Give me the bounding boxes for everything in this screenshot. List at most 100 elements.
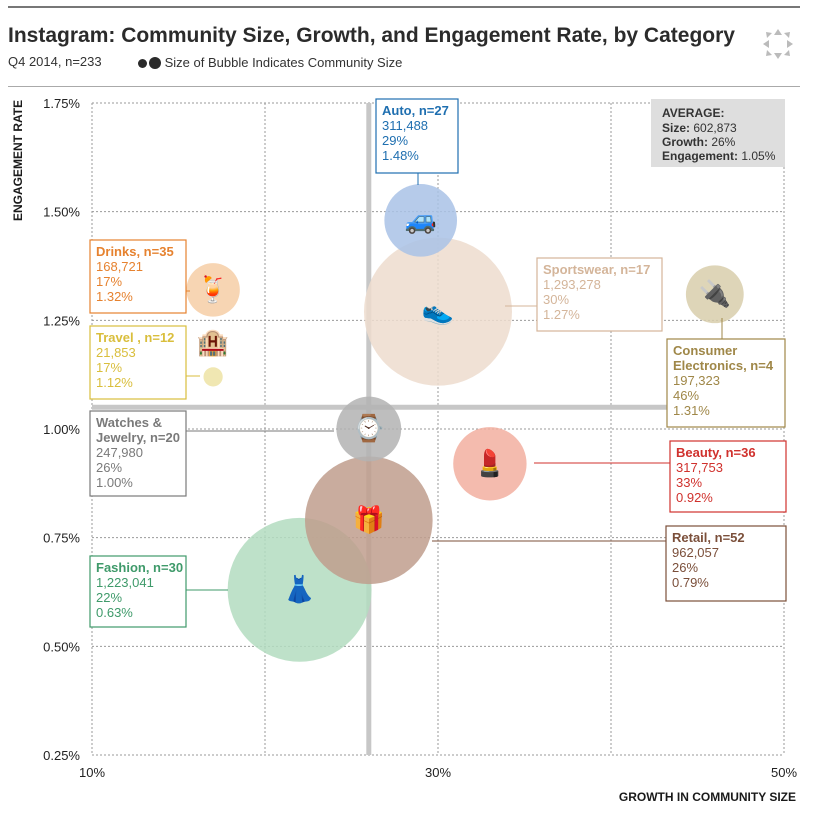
x-tick-label: 30% [425, 765, 451, 780]
label-name: Beauty, n=36 [676, 445, 756, 460]
bubble-lipstick [453, 427, 527, 501]
label-growth: 17% [96, 360, 122, 375]
x-tick-label: 50% [771, 765, 797, 780]
label-name: Electronics, n=4 [673, 358, 774, 373]
label-growth: 17% [96, 274, 122, 289]
label-engagement: 1.12% [96, 375, 133, 390]
label-engagement: 1.00% [96, 475, 133, 490]
label-name: Retail, n=52 [672, 530, 745, 545]
hotel-icon: 🏨 [197, 328, 229, 358]
label-box-frame [669, 440, 787, 513]
average-box-bg [651, 99, 785, 167]
bubble-sneaker [364, 237, 512, 386]
y-tick-label: 1.75% [43, 96, 80, 111]
watch-icon: ⌚ [353, 413, 385, 444]
average-key: Growth: [662, 135, 711, 149]
bubble-watch [336, 396, 402, 462]
label-growth: 29% [382, 133, 408, 148]
bubbles-layer: 🚙 👟 🍹 🏨 🔌 ⌚ 💄 🎁 👗 [186, 184, 744, 662]
label-name: Consumer [673, 343, 737, 358]
label-engagement: 0.63% [96, 605, 133, 620]
label-growth: 33% [676, 475, 702, 490]
label-size: 311,488 [382, 118, 428, 133]
label-name: Jewelry, n=20 [96, 430, 180, 445]
label-name: Watches & [96, 415, 162, 430]
average-value: 26% [711, 135, 735, 149]
average-key: Size: [662, 121, 693, 135]
label-engagement: 1.27% [543, 307, 580, 322]
label-size: 247,980 [96, 445, 143, 460]
bubble-gift [304, 456, 433, 585]
label-box-frame [665, 525, 787, 602]
average-line: Growth: 26% [662, 135, 736, 149]
label-growth: 26% [96, 460, 122, 475]
label-size: 21,853 [96, 345, 136, 360]
page-title: Instagram: Community Size, Growth, and E… [8, 24, 735, 47]
label-name: Travel , n=12 [96, 330, 174, 345]
label-size: 1,223,041 [96, 575, 154, 590]
label-engagement: 1.32% [96, 289, 133, 304]
bubble-car [384, 184, 458, 257]
y-tick-label: 1.00% [43, 422, 80, 437]
leader-lines-layer [186, 173, 723, 591]
label-box-frame [89, 325, 187, 400]
label-growth: 46% [673, 388, 699, 403]
y-tick-label: 1.25% [43, 313, 80, 328]
cocktail-icon: 🍹 [197, 273, 229, 305]
average-key: Engagement: [662, 149, 741, 163]
legend-small-dot [138, 59, 147, 68]
header-divider [8, 86, 800, 87]
label-engagement: 0.79% [672, 575, 709, 590]
y-tick-label: 0.75% [43, 531, 80, 546]
x-axis-label: GROWTH IN COMMUNITY SIZE [618, 790, 796, 804]
label-box-frame [89, 239, 187, 314]
label-size: 962,057 [672, 545, 719, 560]
top-rule [8, 6, 800, 8]
bubble-cocktail [186, 263, 240, 317]
average-line: Size: 602,873 [662, 121, 737, 135]
bubble-plug [685, 265, 744, 324]
plug-icon: 🔌 [699, 278, 731, 309]
size-legend-text: Size of Bubble Indicates Community Size [164, 55, 403, 70]
sneaker-icon: 👟 [422, 297, 454, 327]
y-axis-label: ENGAGEMENT RATE [11, 99, 25, 221]
average-title: AVERAGE: [662, 106, 724, 120]
expand-arrows-icon[interactable] [760, 26, 796, 62]
label-box-frame [89, 555, 187, 628]
car-icon: 🚙 [405, 205, 437, 235]
label-growth: 26% [672, 560, 698, 575]
label-growth: 22% [96, 590, 122, 605]
y-tick-label: 0.25% [43, 748, 80, 763]
x-tick-label: 10% [79, 765, 105, 780]
label-engagement: 0.92% [676, 490, 713, 505]
chart-subtitle: Q4 2014, n=233 [8, 54, 102, 69]
lipstick-icon: 💄 [474, 447, 506, 479]
label-size: 197,323 [673, 373, 720, 388]
label-engagement: 1.31% [673, 403, 710, 418]
label-engagement: 1.48% [382, 148, 419, 163]
gift-icon: 🎁 [353, 504, 385, 535]
label-growth: 30% [543, 292, 569, 307]
y-tick-label: 0.50% [43, 639, 80, 654]
label-size: 317,753 [676, 460, 723, 475]
size-legend: Size of Bubble Indicates Community Size [138, 55, 402, 70]
label-name: Sportswear, n=17 [543, 262, 650, 277]
label-name: Fashion, n=30 [96, 560, 183, 575]
label-size: 168,721 [96, 259, 143, 274]
legend-large-dot [149, 57, 161, 69]
average-value: 602,873 [693, 121, 737, 135]
average-line: Engagement: 1.05% [662, 149, 776, 163]
average-value: 1.05% [741, 149, 775, 163]
bubble-hotel [203, 367, 223, 387]
